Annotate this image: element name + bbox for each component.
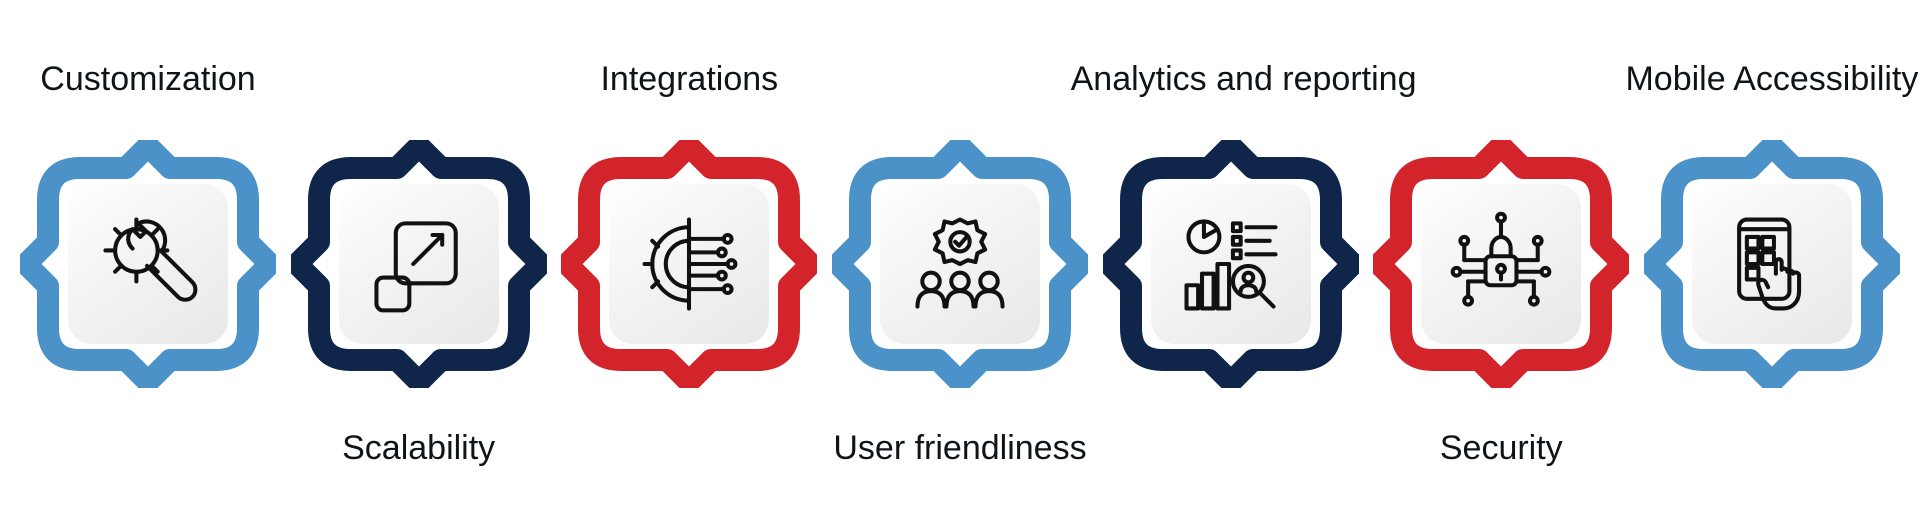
- tile: [1151, 184, 1311, 344]
- feature-analytics: Analytics and reporting: [1103, 140, 1359, 388]
- tile: [339, 184, 499, 344]
- scale-boxes-icon: [361, 206, 477, 322]
- mobile-touch-icon: [1714, 206, 1830, 322]
- analytics-icon: [1173, 206, 1289, 322]
- tile: [609, 184, 769, 344]
- infographic-row: Customization: [20, 140, 1900, 388]
- feature-label: Mobile Accessibility: [1612, 60, 1920, 99]
- feature-security: Security: [1373, 140, 1629, 388]
- tile: [1692, 184, 1852, 344]
- feature-label: User friendliness: [800, 429, 1120, 468]
- feature-label: Customization: [0, 60, 308, 99]
- gear-circuit-icon: [631, 206, 747, 322]
- feature-label: Scalability: [259, 429, 579, 468]
- tile: [880, 184, 1040, 344]
- feature-label: Security: [1341, 429, 1661, 468]
- feature-integrations: Integrations: [561, 140, 817, 388]
- feature-user-friendliness: User friendliness: [832, 140, 1088, 388]
- feature-mobile-accessibility: Mobile Accessibility: [1644, 140, 1900, 388]
- feature-customization: Customization: [20, 140, 276, 388]
- feature-label: Analytics and reporting: [1071, 60, 1391, 99]
- lock-circuit-icon: [1443, 206, 1559, 322]
- feature-label: Integrations: [529, 60, 849, 99]
- tile: [68, 184, 228, 344]
- users-badge-icon: [902, 206, 1018, 322]
- gear-wrench-icon: [90, 206, 206, 322]
- tile: [1421, 184, 1581, 344]
- feature-scalability: Scalability: [291, 140, 547, 388]
